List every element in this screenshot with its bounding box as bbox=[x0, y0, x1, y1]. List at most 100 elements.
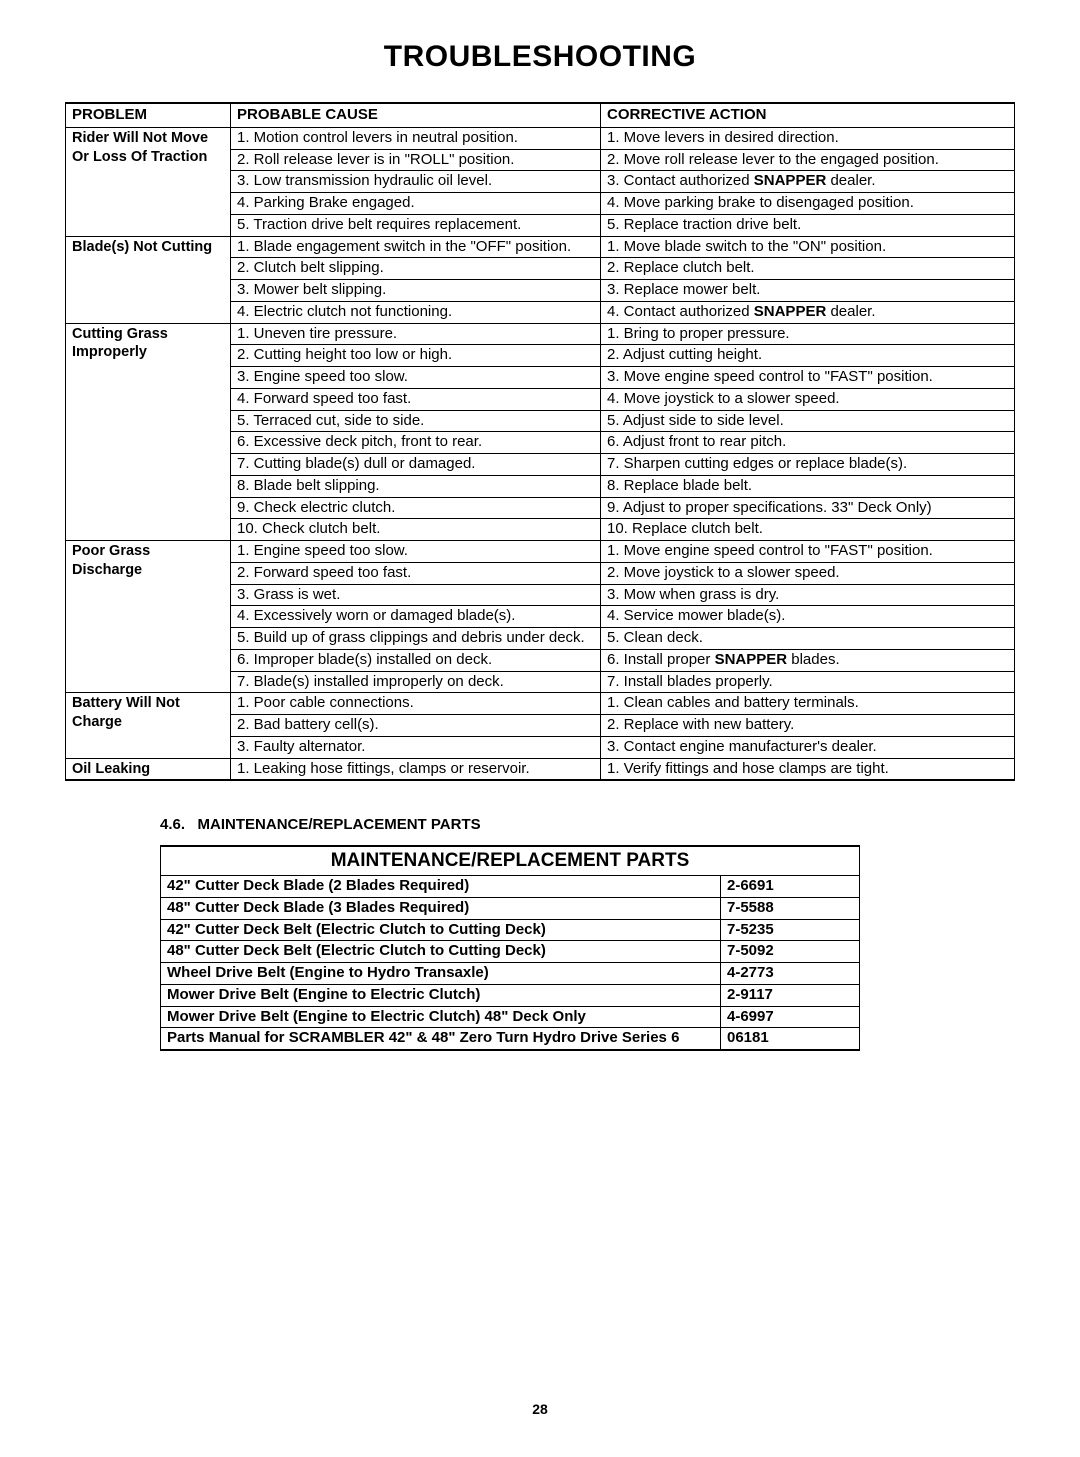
action-cell: 2. Replace clutch belt. bbox=[601, 258, 1015, 280]
cause-cell: 3. Mower belt slipping. bbox=[231, 280, 601, 302]
header-problem: PROBLEM bbox=[66, 103, 231, 127]
action-cell: 9. Adjust to proper specifications. 33" … bbox=[601, 497, 1015, 519]
part-desc: Wheel Drive Belt (Engine to Hydro Transa… bbox=[161, 963, 721, 985]
cause-cell: 3. Low transmission hydraulic oil level. bbox=[231, 171, 601, 193]
parts-row: 42" Cutter Deck Blade (2 Blades Required… bbox=[161, 876, 860, 898]
action-cell: 3. Contact authorized SNAPPER dealer. bbox=[601, 171, 1015, 193]
part-number: 7-5588 bbox=[721, 897, 860, 919]
part-desc: 48" Cutter Deck Blade (3 Blades Required… bbox=[161, 897, 721, 919]
action-cell: 7. Install blades properly. bbox=[601, 671, 1015, 693]
cause-cell: 1. Poor cable connections. bbox=[231, 693, 601, 715]
cause-cell: 5. Terraced cut, side to side. bbox=[231, 410, 601, 432]
problem-cell: Battery Will Not Charge bbox=[66, 693, 231, 758]
cause-cell: 2. Cutting height too low or high. bbox=[231, 345, 601, 367]
header-cause: PROBABLE CAUSE bbox=[231, 103, 601, 127]
action-cell: 1. Clean cables and battery terminals. bbox=[601, 693, 1015, 715]
action-cell: 6. Install proper SNAPPER blades. bbox=[601, 649, 1015, 671]
parts-row: 42" Cutter Deck Belt (Electric Clutch to… bbox=[161, 919, 860, 941]
cause-cell: 6. Excessive deck pitch, front to rear. bbox=[231, 432, 601, 454]
part-desc: Parts Manual for SCRAMBLER 42" & 48" Zer… bbox=[161, 1028, 721, 1050]
action-cell: 4. Move joystick to a slower speed. bbox=[601, 388, 1015, 410]
part-number: 4-2773 bbox=[721, 963, 860, 985]
action-cell: 4. Service mower blade(s). bbox=[601, 606, 1015, 628]
cause-cell: 1. Uneven tire pressure. bbox=[231, 323, 601, 345]
cause-cell: 1. Leaking hose fittings, clamps or rese… bbox=[231, 758, 601, 780]
problem-cell: Blade(s) Not Cutting bbox=[66, 236, 231, 323]
action-cell: 3. Move engine speed control to "FAST" p… bbox=[601, 367, 1015, 389]
problem-cell: Rider Will Not Move Or Loss Of Traction bbox=[66, 127, 231, 236]
cause-cell: 5. Traction drive belt requires replacem… bbox=[231, 214, 601, 236]
cause-cell: 3. Grass is wet. bbox=[231, 584, 601, 606]
cause-cell: 6. Improper blade(s) installed on deck. bbox=[231, 649, 601, 671]
table-header-row: PROBLEM PROBABLE CAUSE CORRECTIVE ACTION bbox=[66, 103, 1015, 127]
action-cell: 1. Move levers in desired direction. bbox=[601, 127, 1015, 149]
section-label: MAINTENANCE/REPLACEMENT PARTS bbox=[198, 816, 481, 833]
section-heading: 4.6. MAINTENANCE/REPLACEMENT PARTS bbox=[65, 816, 1015, 833]
cause-cell: 10. Check clutch belt. bbox=[231, 519, 601, 541]
table-row: Oil Leaking1. Leaking hose fittings, cla… bbox=[66, 758, 1015, 780]
part-desc: 42" Cutter Deck Belt (Electric Clutch to… bbox=[161, 919, 721, 941]
action-cell: 5. Replace traction drive belt. bbox=[601, 214, 1015, 236]
cause-cell: 2. Bad battery cell(s). bbox=[231, 715, 601, 737]
action-cell: 10. Replace clutch belt. bbox=[601, 519, 1015, 541]
action-cell: 3. Mow when grass is dry. bbox=[601, 584, 1015, 606]
parts-row: Wheel Drive Belt (Engine to Hydro Transa… bbox=[161, 963, 860, 985]
cause-cell: 2. Clutch belt slipping. bbox=[231, 258, 601, 280]
part-number: 7-5092 bbox=[721, 941, 860, 963]
part-desc: 48" Cutter Deck Belt (Electric Clutch to… bbox=[161, 941, 721, 963]
action-cell: 4. Move parking brake to disengaged posi… bbox=[601, 193, 1015, 215]
header-action: CORRECTIVE ACTION bbox=[601, 103, 1015, 127]
action-cell: 2. Move roll release lever to the engage… bbox=[601, 149, 1015, 171]
part-number: 4-6997 bbox=[721, 1006, 860, 1028]
table-row: Cutting Grass Improperly1. Uneven tire p… bbox=[66, 323, 1015, 345]
part-number: 7-5235 bbox=[721, 919, 860, 941]
cause-cell: 4. Electric clutch not functioning. bbox=[231, 301, 601, 323]
action-cell: 1. Move engine speed control to "FAST" p… bbox=[601, 541, 1015, 563]
part-number: 06181 bbox=[721, 1028, 860, 1050]
part-desc: 42" Cutter Deck Blade (2 Blades Required… bbox=[161, 876, 721, 898]
parts-row: Mower Drive Belt (Engine to Electric Clu… bbox=[161, 1006, 860, 1028]
parts-row: 48" Cutter Deck Belt (Electric Clutch to… bbox=[161, 941, 860, 963]
part-number: 2-9117 bbox=[721, 984, 860, 1006]
cause-cell: 4. Parking Brake engaged. bbox=[231, 193, 601, 215]
parts-table: MAINTENANCE/REPLACEMENT PARTS 42" Cutter… bbox=[160, 845, 860, 1051]
section-number: 4.6. bbox=[160, 816, 185, 833]
action-cell: 7. Sharpen cutting edges or replace blad… bbox=[601, 454, 1015, 476]
part-number: 2-6691 bbox=[721, 876, 860, 898]
parts-row: Parts Manual for SCRAMBLER 42" & 48" Zer… bbox=[161, 1028, 860, 1050]
page-title: TROUBLESHOOTING bbox=[65, 40, 1015, 74]
cause-cell: 7. Cutting blade(s) dull or damaged. bbox=[231, 454, 601, 476]
table-row: Rider Will Not Move Or Loss Of Traction1… bbox=[66, 127, 1015, 149]
action-cell: 3. Replace mower belt. bbox=[601, 280, 1015, 302]
page-number: 28 bbox=[65, 1401, 1015, 1417]
cause-cell: 5. Build up of grass clippings and debri… bbox=[231, 628, 601, 650]
action-cell: 8. Replace blade belt. bbox=[601, 475, 1015, 497]
problem-cell: Cutting Grass Improperly bbox=[66, 323, 231, 541]
action-cell: 3. Contact engine manufacturer's dealer. bbox=[601, 736, 1015, 758]
parts-row: Mower Drive Belt (Engine to Electric Clu… bbox=[161, 984, 860, 1006]
cause-cell: 8. Blade belt slipping. bbox=[231, 475, 601, 497]
parts-row: 48" Cutter Deck Blade (3 Blades Required… bbox=[161, 897, 860, 919]
action-cell: 2. Adjust cutting height. bbox=[601, 345, 1015, 367]
cause-cell: 3. Engine speed too slow. bbox=[231, 367, 601, 389]
parts-title: MAINTENANCE/REPLACEMENT PARTS bbox=[161, 846, 860, 875]
cause-cell: 1. Motion control levers in neutral posi… bbox=[231, 127, 601, 149]
part-desc: Mower Drive Belt (Engine to Electric Clu… bbox=[161, 1006, 721, 1028]
action-cell: 1. Move blade switch to the "ON" positio… bbox=[601, 236, 1015, 258]
table-row: Poor Grass Discharge1. Engine speed too … bbox=[66, 541, 1015, 563]
cause-cell: 1. Engine speed too slow. bbox=[231, 541, 601, 563]
action-cell: 1. Verify fittings and hose clamps are t… bbox=[601, 758, 1015, 780]
cause-cell: 9. Check electric clutch. bbox=[231, 497, 601, 519]
action-cell: 5. Clean deck. bbox=[601, 628, 1015, 650]
cause-cell: 1. Blade engagement switch in the "OFF" … bbox=[231, 236, 601, 258]
action-cell: 1. Bring to proper pressure. bbox=[601, 323, 1015, 345]
cause-cell: 2. Roll release lever is in "ROLL" posit… bbox=[231, 149, 601, 171]
cause-cell: 3. Faulty alternator. bbox=[231, 736, 601, 758]
action-cell: 6. Adjust front to rear pitch. bbox=[601, 432, 1015, 454]
cause-cell: 7. Blade(s) installed improperly on deck… bbox=[231, 671, 601, 693]
cause-cell: 4. Forward speed too fast. bbox=[231, 388, 601, 410]
table-row: Blade(s) Not Cutting1. Blade engagement … bbox=[66, 236, 1015, 258]
action-cell: 5. Adjust side to side level. bbox=[601, 410, 1015, 432]
action-cell: 4. Contact authorized SNAPPER dealer. bbox=[601, 301, 1015, 323]
cause-cell: 4. Excessively worn or damaged blade(s). bbox=[231, 606, 601, 628]
